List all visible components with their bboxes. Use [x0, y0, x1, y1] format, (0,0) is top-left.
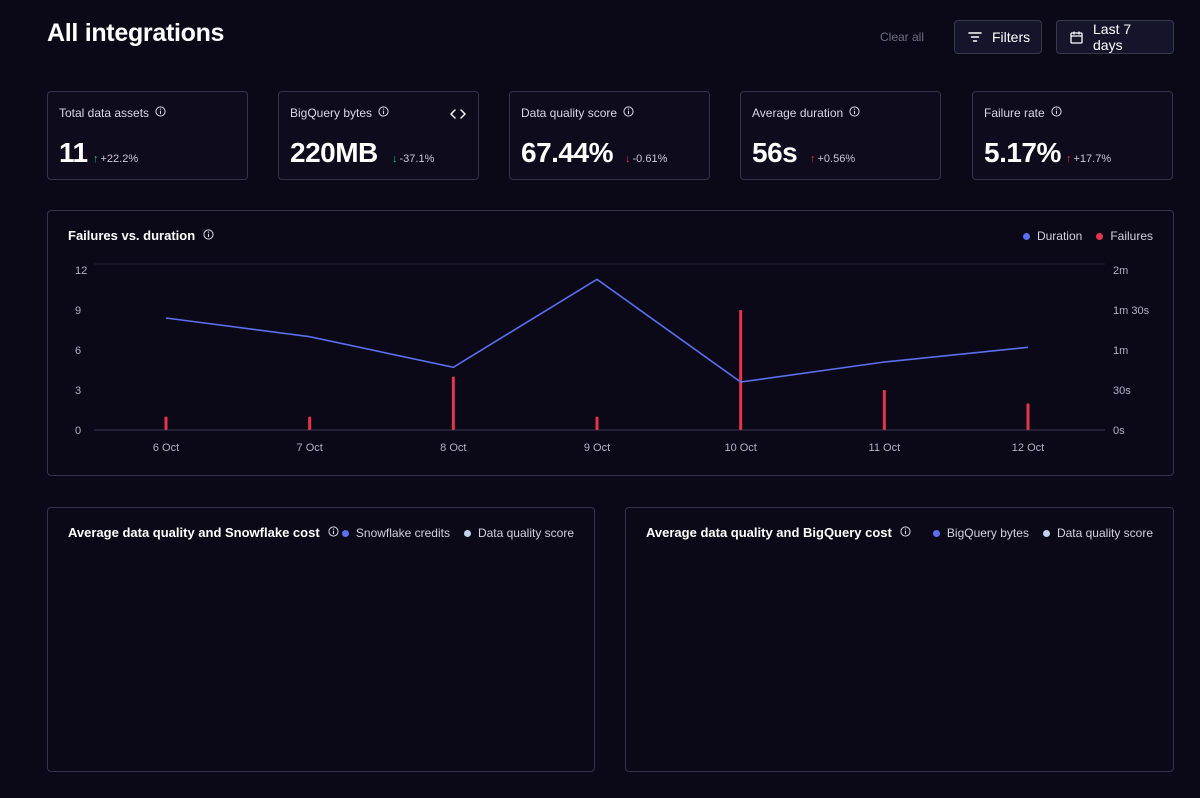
arrow-down-icon: ↓ — [625, 153, 631, 165]
legend-dot — [1042, 529, 1050, 537]
kpi-card-bigquery-bytes: BigQuery bytes 220MB ↓ -37.1% — [278, 91, 479, 180]
kpi-change: -0.61% — [632, 153, 668, 165]
info-icon[interactable] — [1051, 106, 1062, 120]
filter-icon — [968, 31, 982, 43]
chart-title: Average data quality and BigQuery cost — [646, 525, 892, 540]
kpi-card-total-data-assets: Total data assets 11 ↑ +22.2% — [47, 91, 248, 180]
arrow-up-icon: ↑ — [93, 153, 99, 165]
kpi-value: 5.17% — [984, 137, 1061, 168]
legend-dot — [1022, 232, 1030, 240]
page-title: All integrations — [47, 19, 225, 47]
chart-legend: Snowflake credits Data quality score — [341, 526, 574, 540]
bigquery-cost-panel: Average data quality and BigQuery cost B… — [625, 507, 1174, 772]
kpi-label: Failure rate — [984, 106, 1045, 120]
kpi-label: Data quality score — [521, 106, 618, 120]
legend-label: Snowflake credits — [355, 526, 450, 540]
filters-label: Filters — [992, 29, 1031, 45]
kpi-change: -37.1% — [399, 153, 435, 165]
failures-vs-duration-panel: Failures vs. duration Duration Failures — [47, 210, 1174, 476]
info-icon[interactable] — [623, 106, 634, 120]
legend-item-data-quality-score[interactable]: Data quality score — [1042, 526, 1153, 540]
kpi-card-failure-rate: Failure rate 5.17% ↑ +17.7% — [972, 91, 1173, 180]
legend-label: Data quality score — [1056, 526, 1153, 540]
kpi-value: 11 — [59, 137, 88, 168]
arrow-up-icon: ↑ — [1066, 153, 1072, 165]
info-icon[interactable] — [328, 525, 339, 540]
legend-item-bigquery-bytes[interactable]: BigQuery bytes — [932, 526, 1029, 540]
chart-title: Failures vs. duration — [68, 228, 196, 243]
legend-label: Data quality score — [477, 526, 574, 540]
clear-all-link[interactable]: Clear all — [880, 30, 925, 44]
info-icon[interactable] — [849, 106, 860, 120]
kpi-change: +0.56% — [817, 153, 856, 165]
legend-label: Duration — [1036, 229, 1083, 243]
arrow-up-icon: ↑ — [810, 153, 816, 165]
kpi-label: Average duration — [752, 106, 844, 120]
kpi-value: 67.44% — [521, 137, 613, 168]
chart-title: Average data quality and Snowflake cost — [68, 525, 320, 540]
kpi-change: +17.7% — [1073, 153, 1112, 165]
legend-label: BigQuery bytes — [946, 526, 1029, 540]
filters-button[interactable]: Filters — [954, 20, 1042, 54]
kpi-value: 56s — [752, 137, 798, 168]
info-icon[interactable] — [378, 106, 389, 120]
legend-label: Failures — [1110, 229, 1153, 243]
legend-item-snowflake-credits[interactable]: Snowflake credits — [341, 526, 450, 540]
info-icon[interactable] — [900, 525, 911, 540]
legend-dot — [932, 529, 940, 537]
kpi-card-average-duration: Average duration 56s ↑ +0.56% — [740, 91, 941, 180]
snowflake-cost-panel: Average data quality and Snowflake cost … — [47, 507, 595, 772]
legend-dot — [463, 529, 471, 537]
date-range-label: Last 7 days — [1093, 21, 1132, 53]
calendar-icon — [1070, 31, 1083, 44]
info-icon[interactable] — [203, 228, 214, 243]
info-icon[interactable] — [155, 106, 166, 120]
kpi-label: BigQuery bytes — [290, 106, 373, 120]
legend-dot — [341, 529, 349, 537]
arrow-down-icon: ↓ — [392, 153, 398, 165]
kpi-label: Total data assets — [59, 106, 150, 120]
legend-item-failures[interactable]: Failures — [1096, 229, 1153, 243]
date-range-button[interactable]: Last 7 days — [1056, 20, 1174, 54]
kpi-card-data-quality-score: Data quality score 67.44% ↓ -0.61% — [509, 91, 710, 180]
chart-legend: Duration Failures — [1022, 229, 1153, 243]
kpi-value: 220MB — [290, 137, 378, 168]
code-icon[interactable] — [450, 107, 466, 125]
legend-item-duration[interactable]: Duration — [1022, 229, 1083, 243]
chart-legend: BigQuery bytes Data quality score — [932, 526, 1153, 540]
legend-dot — [1096, 232, 1104, 240]
kpi-change: +22.2% — [100, 153, 139, 165]
legend-item-data-quality-score[interactable]: Data quality score — [463, 526, 574, 540]
